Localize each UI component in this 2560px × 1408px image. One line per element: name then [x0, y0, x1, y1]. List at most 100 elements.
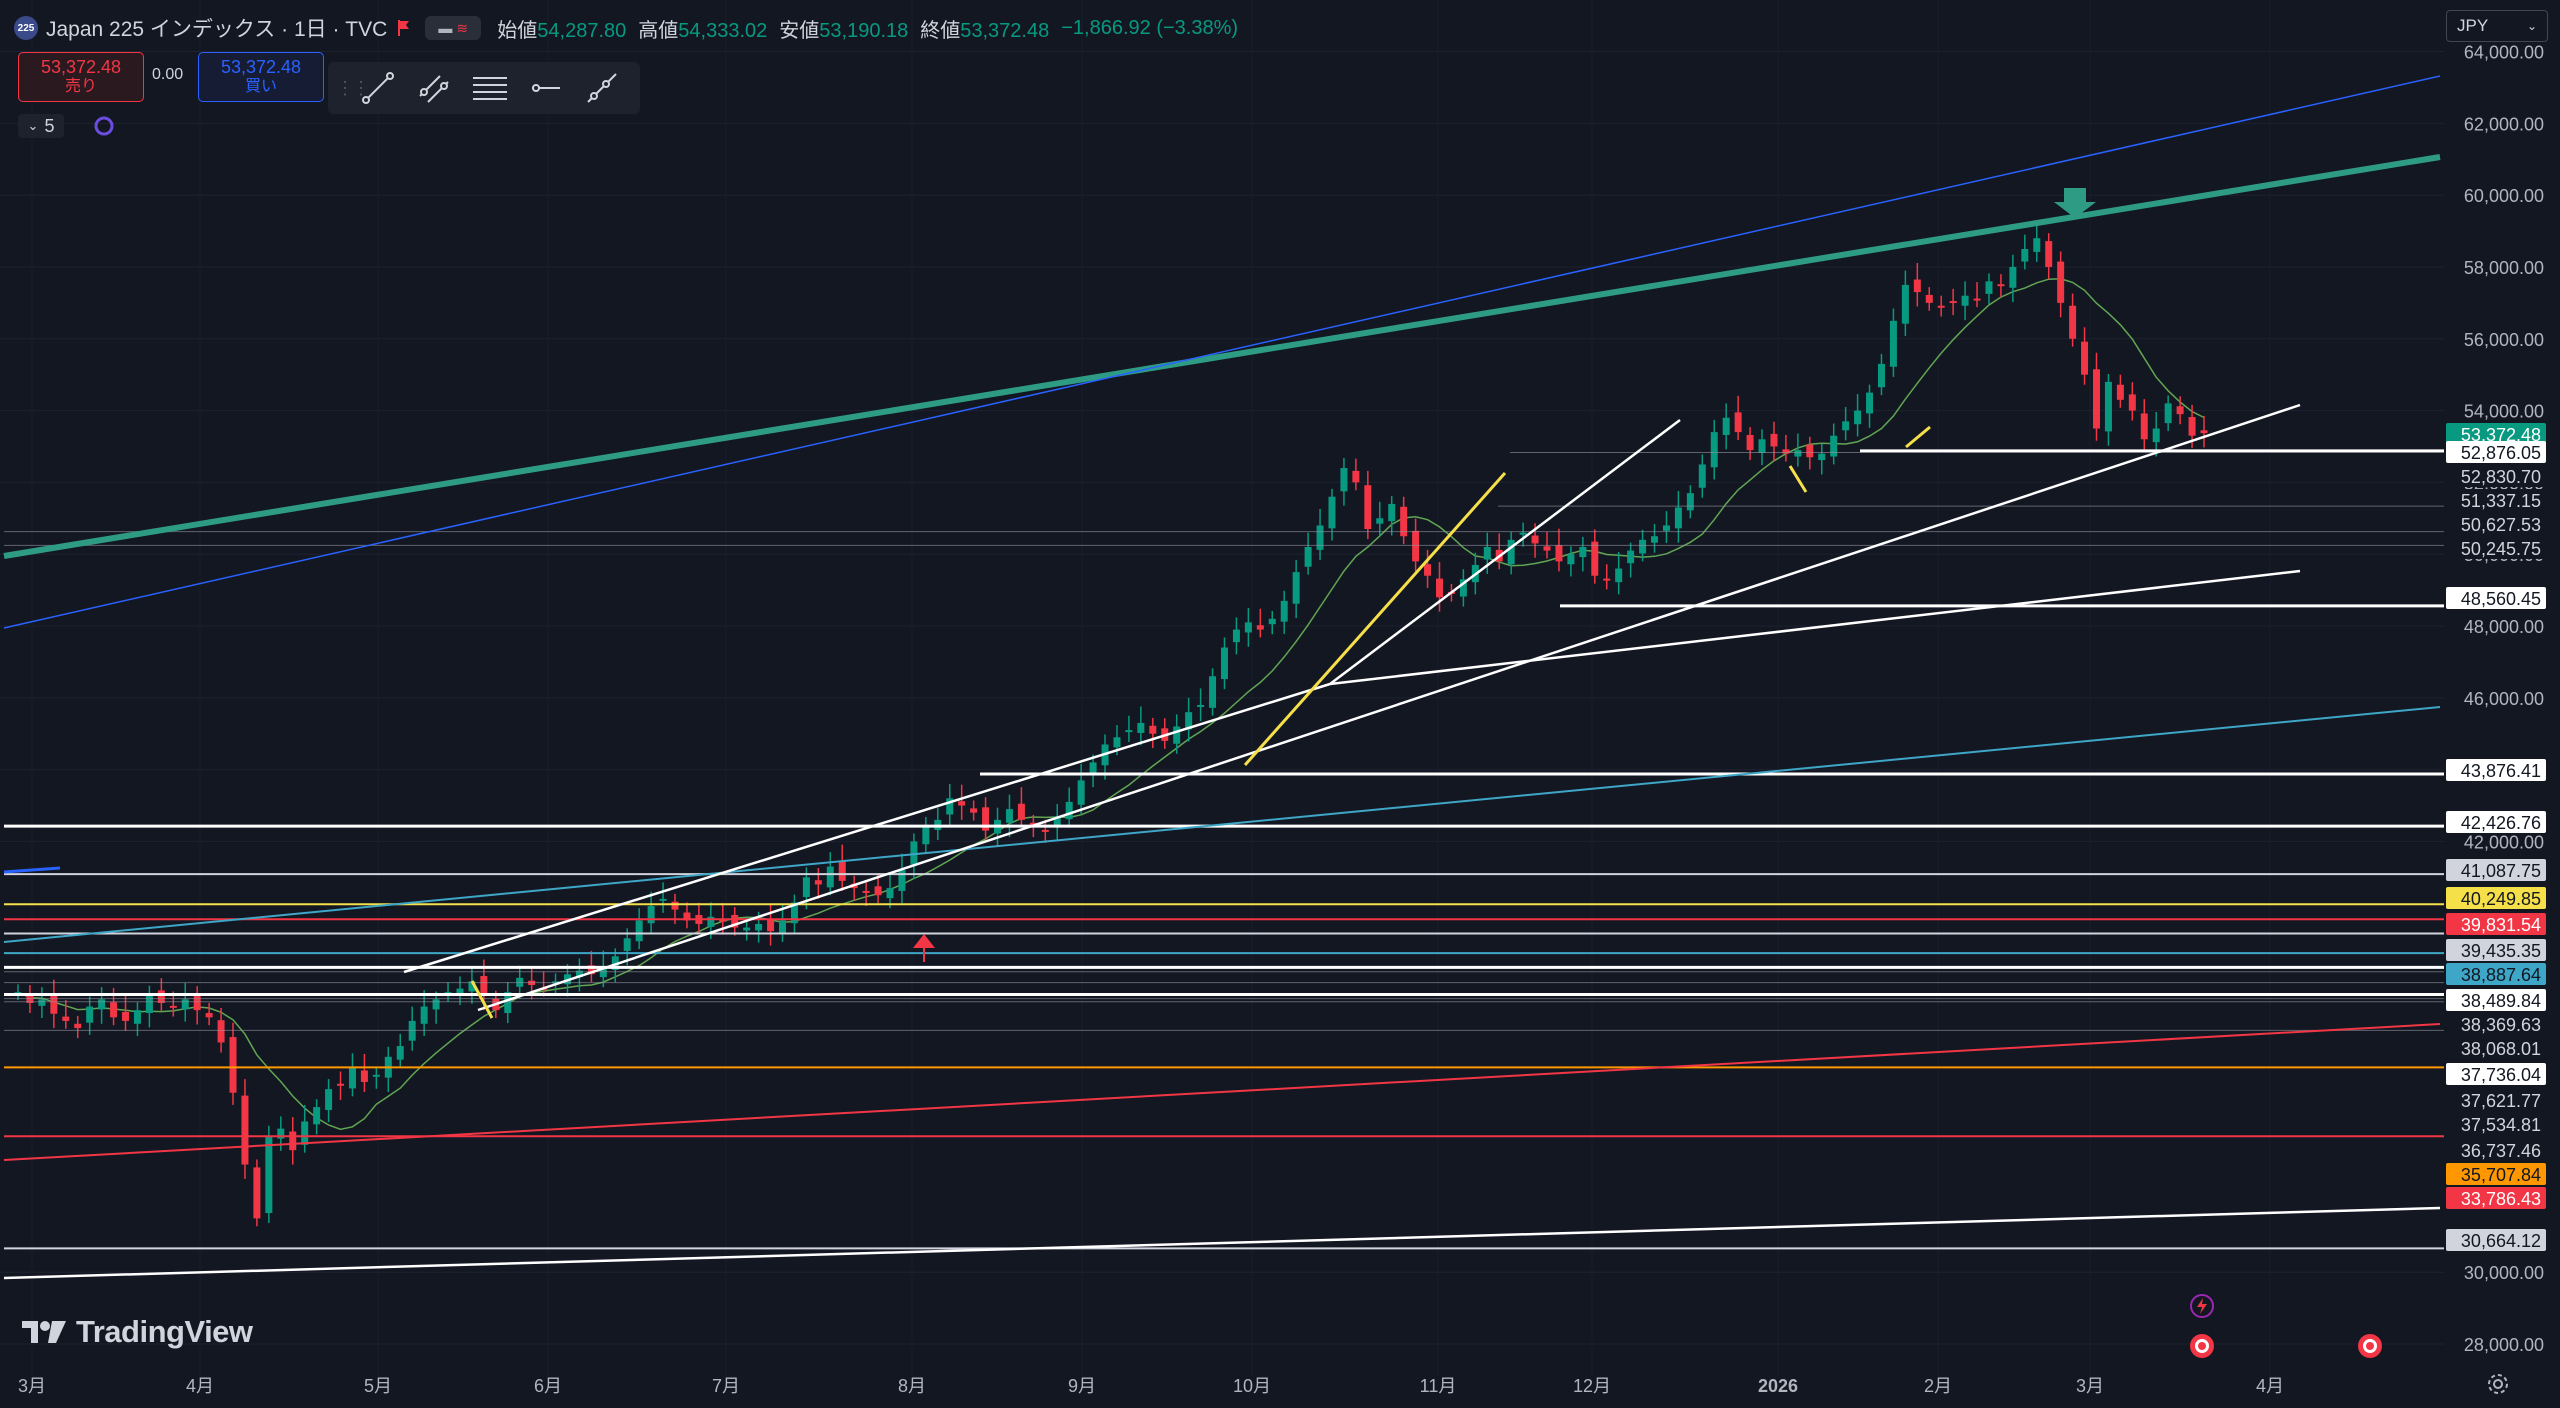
candle-body — [1137, 722, 1145, 733]
candle-body — [575, 970, 583, 978]
candle-body — [1674, 507, 1682, 529]
candle-body — [1352, 470, 1360, 483]
parallel-channel-icon — [419, 75, 449, 103]
currency-select[interactable]: JPY ⌄ — [2446, 10, 2548, 42]
tradingview-logo[interactable]: TradingView — [22, 1314, 253, 1350]
candle-body — [1854, 410, 1862, 425]
trend-line-icon — [362, 72, 394, 104]
candle-body — [970, 808, 978, 813]
candle-body — [1304, 547, 1312, 567]
candle-body — [1651, 536, 1659, 543]
candle-body — [826, 866, 834, 888]
candle-body — [74, 1023, 82, 1029]
y-tick-label: 46,000.00 — [2464, 689, 2544, 709]
drawing-toolbar: ⋮⋮ — [328, 62, 640, 114]
last-price-label: 53,372.48 — [2461, 425, 2541, 445]
symbol-header: 225 Japan 225 インデックス · 1日 · TVC ▬ ≋ 始値54,… — [14, 12, 1238, 44]
candle-body — [1519, 532, 1527, 535]
candle-body — [1973, 298, 1981, 301]
price-level-label: 36,737.46 — [2461, 1141, 2541, 1161]
candle-body — [2140, 413, 2148, 440]
parallel-channel-tool[interactable] — [412, 68, 456, 108]
price-level-label: 41,087.75 — [2461, 861, 2541, 881]
moving-average-line — [17, 278, 2205, 1131]
event-marker-icon[interactable] — [2188, 1332, 2216, 1360]
y-tick-label: 64,000.00 — [2464, 43, 2544, 63]
y-tick-label: 28,000.00 — [2464, 1335, 2544, 1355]
pivot-indicator-icon[interactable] — [92, 114, 116, 138]
price-level-label: 37,621.77 — [2461, 1091, 2541, 1111]
candle-body — [1901, 284, 1909, 324]
price-level-label: 43,876.41 — [2461, 761, 2541, 781]
candle-body — [659, 898, 667, 901]
trend-line — [3, 1206, 2441, 1280]
price-level-label-bg — [2446, 489, 2546, 511]
candle-body — [241, 1095, 249, 1165]
candle-body — [396, 1046, 404, 1060]
buy-button[interactable]: 53,372.48 買い — [198, 52, 324, 102]
candle-body — [110, 1002, 118, 1018]
event-marker-icon[interactable] — [2356, 1332, 2384, 1360]
price-level-label: 35,707.84 — [2461, 1165, 2541, 1185]
price-level-label: 48,560.45 — [2461, 589, 2541, 609]
candle-body — [1065, 801, 1073, 820]
fib-tool[interactable] — [468, 68, 512, 108]
candle-body — [1842, 421, 1850, 431]
y-tick-label: 56,000.00 — [2464, 330, 2544, 350]
candle-body — [181, 999, 189, 1010]
price-level-label-bg — [2446, 1139, 2546, 1161]
candle-body — [1268, 618, 1276, 625]
horizontal-ray-icon — [532, 84, 560, 92]
candle-body — [1424, 564, 1432, 576]
down-arrow-marker — [2054, 188, 2096, 218]
x-tick-label: 3月 — [2076, 1376, 2104, 1396]
candle-body — [145, 995, 153, 1014]
candle-body — [1734, 412, 1742, 433]
candle-body — [1531, 535, 1539, 544]
price-level-label-bg — [2446, 537, 2546, 559]
candle-body — [1316, 525, 1324, 550]
candle-body — [2176, 406, 2184, 415]
candle-body — [432, 999, 440, 1010]
x-tick-label: 10月 — [1233, 1376, 1271, 1396]
candle-body — [504, 992, 512, 1014]
indicators-collapse-button[interactable]: ⌄ 5 — [18, 114, 64, 138]
candle-body — [2021, 249, 2029, 262]
price-level-label-bg — [2446, 1089, 2546, 1111]
eye-icon: ▬ — [438, 20, 453, 36]
candle-body — [277, 1128, 285, 1139]
price-level-label-bg — [2446, 465, 2546, 487]
candle-body — [1997, 284, 2005, 287]
ray-icon — [587, 73, 617, 103]
candle-body — [2081, 341, 2089, 375]
candle-body — [1388, 503, 1396, 522]
visibility-toggle[interactable]: ▬ ≋ — [425, 16, 482, 40]
candle-body — [1459, 579, 1467, 597]
trend-line — [1243, 472, 1507, 766]
candle-body — [1089, 762, 1097, 775]
candle-body — [122, 1011, 130, 1021]
x-tick-label: 8月 — [898, 1376, 926, 1396]
flag-icon[interactable] — [397, 19, 411, 37]
lightning-event-icon[interactable] — [2188, 1292, 2216, 1320]
currency-value: JPY — [2457, 16, 2489, 35]
trend-line — [477, 403, 2301, 1012]
candle-body — [253, 1167, 261, 1219]
trend-line-tool[interactable] — [356, 68, 400, 108]
price-level-label-bg — [2446, 1163, 2546, 1185]
candle-body — [2033, 238, 2041, 252]
drag-handle-icon[interactable]: ⋮⋮ — [336, 77, 370, 98]
sell-button[interactable]: 53,372.48 売り — [18, 52, 144, 102]
settings-gear-icon[interactable] — [2486, 1372, 2510, 1396]
spread-value: 0.00 — [152, 66, 184, 83]
candle-body — [1400, 506, 1408, 537]
candle-body — [1579, 547, 1587, 558]
symbol-title[interactable]: Japan 225 インデックス · 1日 · TVC — [46, 18, 388, 41]
x-tick-label: 7月 — [712, 1376, 740, 1396]
candle-body — [265, 1135, 273, 1214]
ray-tool[interactable] — [580, 68, 624, 108]
price-level-label: 40,249.85 — [2461, 889, 2541, 909]
horizontal-ray-tool[interactable] — [524, 68, 568, 108]
price-level-label-bg — [2446, 963, 2546, 985]
